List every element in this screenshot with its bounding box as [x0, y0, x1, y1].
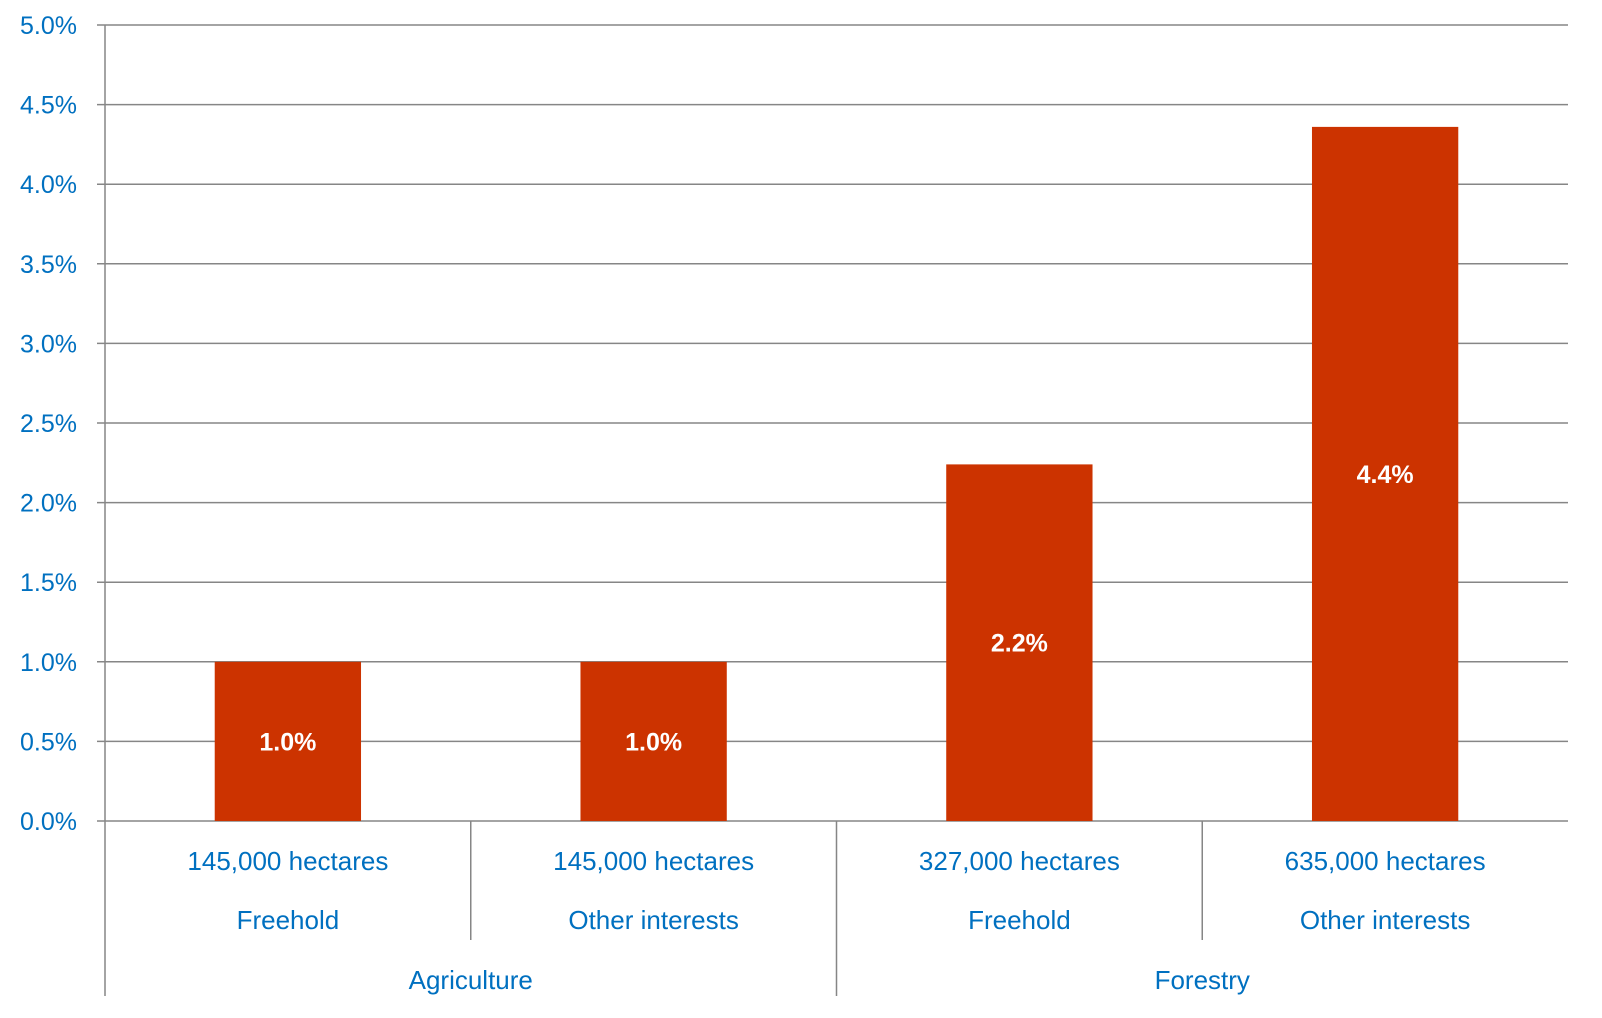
- category-tenure-label: Freehold: [968, 905, 1071, 935]
- bar: [580, 661, 727, 821]
- data-label: 4.4%: [1357, 461, 1414, 489]
- x-axis: 145,000 hectares Freehold 145,000 hectares…: [104, 25, 1486, 996]
- y-axis-ticks: 0.0% 0.5% 1.0% 1.5% 2.0% 2.5% 3.0% 3.5% 4.0% 4.5%…: [20, 12, 77, 836]
- bar: [946, 464, 1093, 821]
- data-label: 1.0%: [259, 728, 316, 756]
- y-tick-label: 4.0%: [20, 171, 77, 199]
- y-tick-label: 5.0%: [20, 12, 77, 40]
- y-tick-label: 1.5%: [20, 569, 77, 597]
- bars: [214, 126, 1459, 821]
- data-labels: 1.0% 1.0% 2.2% 4.4%: [259, 461, 1413, 756]
- y-tick-label: 0.5%: [20, 728, 77, 756]
- category-area-label: 145,000 hectares: [187, 846, 388, 876]
- category-tenure-label: Other interests: [1300, 905, 1471, 935]
- bar: [214, 661, 362, 821]
- y-tick-label: 0.0%: [20, 808, 77, 836]
- y-tick-label: 3.5%: [20, 251, 77, 279]
- y-tick-label: 3.0%: [20, 330, 77, 358]
- y-tick-label: 4.5%: [20, 92, 77, 120]
- data-label: 2.2%: [991, 630, 1048, 658]
- bar: [1311, 126, 1459, 821]
- group-label: Agriculture: [409, 965, 533, 995]
- category-area-label: 635,000 hectares: [1285, 846, 1486, 876]
- category-tenure-label: Other interests: [568, 905, 739, 935]
- y-tick-label: 2.0%: [20, 490, 77, 518]
- category-area-label: 145,000 hectares: [553, 846, 754, 876]
- y-tick-label: 2.5%: [20, 410, 77, 438]
- y-tick-label: 1.0%: [20, 649, 77, 677]
- data-label: 1.0%: [625, 728, 682, 756]
- group-label: Forestry: [1155, 965, 1250, 995]
- category-tenure-label: Freehold: [237, 905, 340, 935]
- category-area-label: 327,000 hectares: [919, 846, 1120, 876]
